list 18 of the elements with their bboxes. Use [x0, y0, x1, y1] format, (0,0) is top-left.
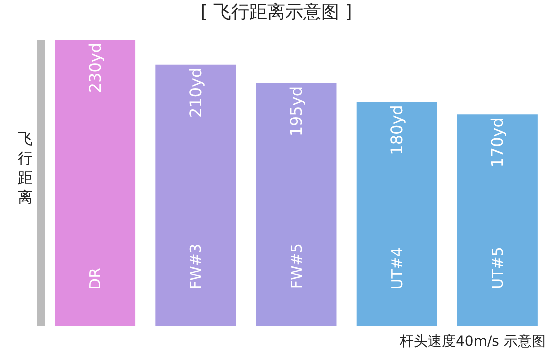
data-label: 210yd	[186, 68, 206, 118]
bar	[55, 40, 136, 326]
x-tick-label: DR	[86, 268, 105, 290]
x-tick-label: UT#5	[489, 247, 508, 290]
x-tick-label: FW#5	[288, 244, 306, 290]
data-label: 170yd	[488, 118, 508, 168]
bar	[457, 114, 538, 326]
y-axis-title: 飞行距离	[18, 130, 33, 206]
text: 杆头速度40m/s 示意图	[399, 334, 546, 350]
data-label: 195yd	[287, 86, 306, 137]
bar	[356, 102, 438, 326]
x-tick-label: FW#3	[187, 244, 206, 290]
chart-title: [ 飞行距离示意图 ]	[200, 2, 352, 23]
x-tick-label: UT#4	[388, 248, 406, 290]
data-label: 180yd	[388, 105, 407, 156]
bar	[256, 84, 337, 326]
bar	[156, 64, 236, 326]
data-label: 230yd	[86, 43, 105, 94]
